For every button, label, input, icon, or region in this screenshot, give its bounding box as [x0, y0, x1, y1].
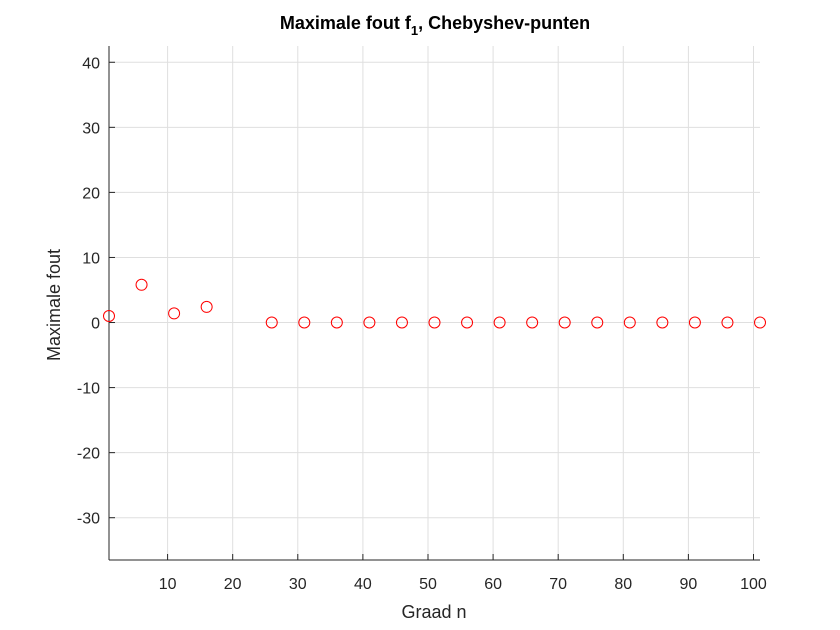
data-point: [461, 316, 474, 329]
y-axis-label: Maximale fout: [44, 249, 64, 361]
data-point: [428, 316, 441, 329]
data-point: [135, 278, 148, 291]
data-point: [330, 316, 343, 329]
data-point: [558, 316, 571, 329]
y-axis-ticks: -30 -20 -10 0 10 20 30 40: [77, 55, 115, 528]
data-point: [721, 316, 734, 329]
y-tick-label: -20: [77, 446, 100, 463]
data-point: [200, 300, 213, 313]
x-tick-label: 80: [614, 576, 632, 593]
grid: [109, 46, 760, 560]
x-tick-label: 100: [740, 576, 767, 593]
chart-title-suffix: , Chebyshev-punten: [418, 13, 590, 33]
data-points: [103, 278, 766, 329]
x-tick-label: 20: [224, 576, 242, 593]
data-point: [103, 310, 115, 323]
data-point: [623, 316, 636, 329]
x-tick-label: 70: [549, 576, 567, 593]
y-tick-label: -10: [77, 381, 100, 398]
x-axis-ticks: 10 20 30 40 50 60 70 80 90 100: [159, 554, 767, 593]
data-point: [591, 316, 604, 329]
x-tick-label: 30: [289, 576, 307, 593]
data-point: [168, 307, 181, 320]
x-tick-label: 50: [419, 576, 437, 593]
data-point: [298, 316, 311, 329]
data-point: [395, 316, 408, 329]
data-point: [688, 316, 701, 329]
data-point: [493, 316, 506, 329]
chart-title: Maximale fout f1, Chebyshev-punten: [280, 13, 590, 38]
y-tick-label: 40: [82, 55, 100, 72]
chart-title-main: Maximale fout f: [280, 13, 412, 33]
data-point: [363, 316, 376, 329]
x-tick-label: 10: [159, 576, 177, 593]
x-tick-label: 60: [484, 576, 502, 593]
y-tick-label: -30: [77, 511, 100, 528]
data-point: [526, 316, 539, 329]
chart-title-subscript: 1: [411, 23, 418, 38]
y-tick-label: 0: [91, 316, 100, 333]
axes-box: [108, 46, 760, 561]
data-point: [656, 316, 669, 329]
y-tick-label: 20: [82, 185, 100, 202]
data-point: [754, 316, 766, 329]
x-tick-label: 40: [354, 576, 372, 593]
y-tick-label: 10: [82, 250, 100, 267]
data-point: [265, 316, 278, 329]
x-tick-label: 90: [679, 576, 697, 593]
x-axis-label: Graad n: [401, 602, 466, 622]
y-tick-label: 30: [82, 120, 100, 137]
